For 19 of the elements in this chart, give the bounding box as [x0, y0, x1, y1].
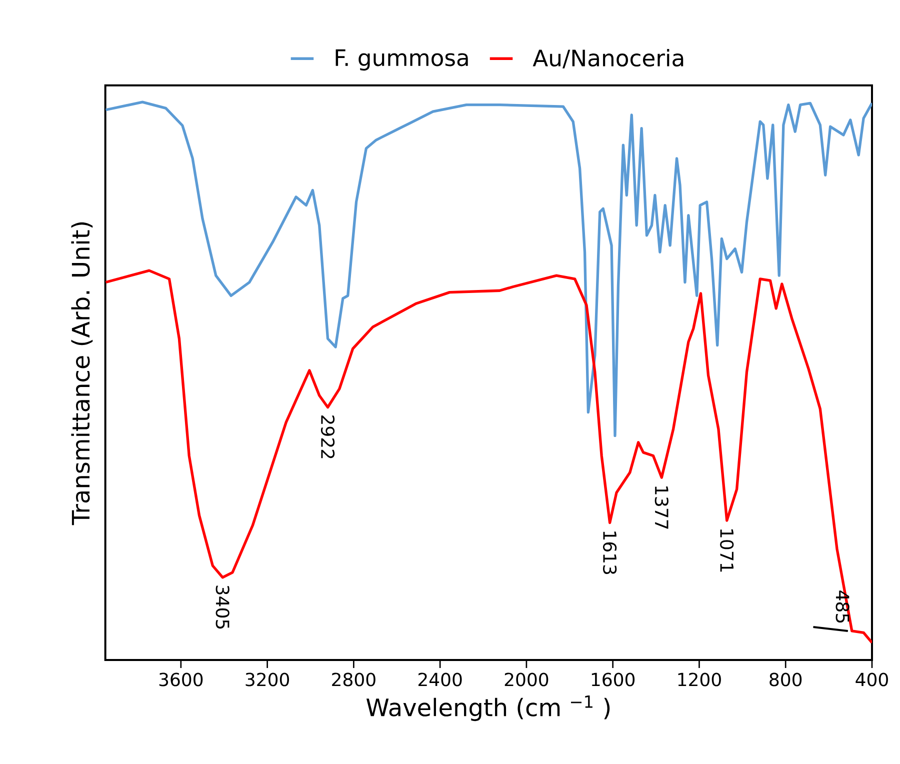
x-tick-label: 3600: [159, 672, 203, 686]
x-axis-title: Wavelength (cm $^{−1}$ ): [366, 695, 610, 722]
legend-label: Au/Nanoceria: [532, 49, 684, 68]
annotation: 2922: [320, 416, 335, 458]
x-tick-label: 2000: [504, 672, 548, 686]
x-tick-label: 2400: [418, 672, 462, 686]
annotation: 1613: [603, 532, 617, 574]
annotation: 1071: [720, 529, 734, 572]
annotation: 3405: [216, 586, 230, 629]
x-tick-label: 1600: [592, 672, 635, 686]
annotation: 1377: [654, 486, 668, 529]
y-axis-title: Transmittance (Arb. Unit): [71, 222, 93, 526]
x-tick-label: 1200: [678, 672, 721, 686]
x-tick-label: 2800: [332, 672, 376, 686]
legend-label: F. gummosa: [336, 49, 468, 71]
x-tick-label: 400: [856, 672, 888, 686]
annotation: 485: [836, 590, 850, 623]
x-tick-label: 800: [770, 672, 802, 686]
x-tick-label: 3200: [246, 672, 290, 686]
